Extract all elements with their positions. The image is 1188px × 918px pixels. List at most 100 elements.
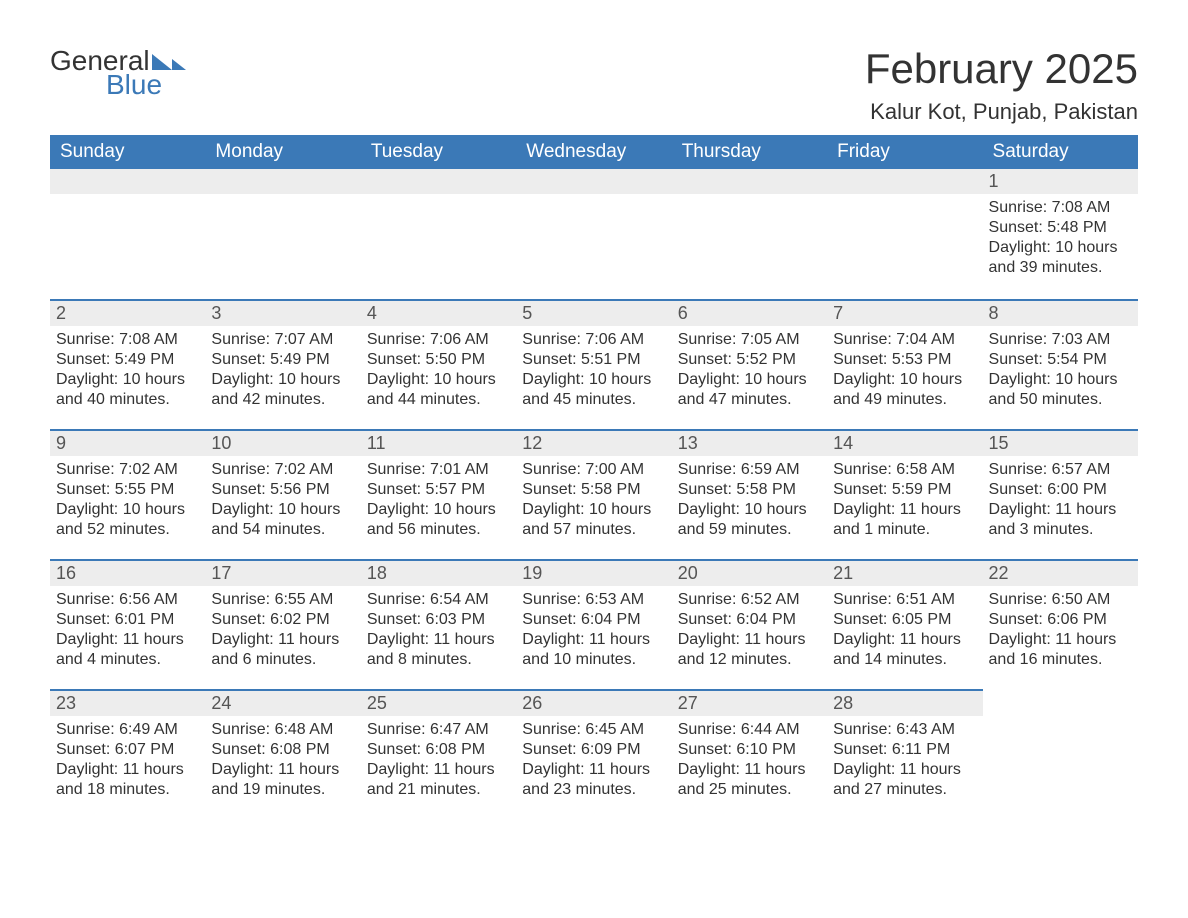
sunrise-text: Sunrise: 7:02 AM — [56, 460, 199, 480]
day-content: Sunrise: 6:48 AMSunset: 6:08 PMDaylight:… — [205, 716, 360, 810]
day-number: 22 — [983, 559, 1138, 586]
daylight-text: Daylight: 11 hours and 12 minutes. — [678, 630, 821, 670]
day-content: Sunrise: 6:59 AMSunset: 5:58 PMDaylight:… — [672, 456, 827, 550]
day-number: 9 — [50, 429, 205, 456]
sunset-text: Sunset: 5:56 PM — [211, 480, 354, 500]
calendar-cell: 12Sunrise: 7:00 AMSunset: 5:58 PMDayligh… — [516, 429, 671, 559]
sunset-text: Sunset: 5:51 PM — [522, 350, 665, 370]
day-content: Sunrise: 6:55 AMSunset: 6:02 PMDaylight:… — [205, 586, 360, 680]
day-number: 6 — [672, 299, 827, 326]
day-number-row-empty — [516, 169, 671, 194]
calendar-week-row: 2Sunrise: 7:08 AMSunset: 5:49 PMDaylight… — [50, 299, 1138, 429]
day-content: Sunrise: 6:47 AMSunset: 6:08 PMDaylight:… — [361, 716, 516, 810]
calendar-cell: 18Sunrise: 6:54 AMSunset: 6:03 PMDayligh… — [361, 559, 516, 689]
daylight-text: Daylight: 11 hours and 4 minutes. — [56, 630, 199, 670]
calendar-cell: 7Sunrise: 7:04 AMSunset: 5:53 PMDaylight… — [827, 299, 982, 429]
day-header: Friday — [827, 135, 982, 169]
calendar-cell: 20Sunrise: 6:52 AMSunset: 6:04 PMDayligh… — [672, 559, 827, 689]
sunrise-text: Sunrise: 7:06 AM — [367, 330, 510, 350]
calendar-cell: 27Sunrise: 6:44 AMSunset: 6:10 PMDayligh… — [672, 689, 827, 819]
sunset-text: Sunset: 6:00 PM — [989, 480, 1132, 500]
sunrise-text: Sunrise: 6:52 AM — [678, 590, 821, 610]
day-number: 16 — [50, 559, 205, 586]
calendar-cell: 23Sunrise: 6:49 AMSunset: 6:07 PMDayligh… — [50, 689, 205, 819]
day-content: Sunrise: 6:43 AMSunset: 6:11 PMDaylight:… — [827, 716, 982, 810]
calendar-cell: 11Sunrise: 7:01 AMSunset: 5:57 PMDayligh… — [361, 429, 516, 559]
calendar-cell — [672, 169, 827, 299]
day-number: 12 — [516, 429, 671, 456]
day-content: Sunrise: 6:45 AMSunset: 6:09 PMDaylight:… — [516, 716, 671, 810]
sunset-text: Sunset: 5:53 PM — [833, 350, 976, 370]
sunset-text: Sunset: 6:05 PM — [833, 610, 976, 630]
day-content: Sunrise: 6:51 AMSunset: 6:05 PMDaylight:… — [827, 586, 982, 680]
sunset-text: Sunset: 6:02 PM — [211, 610, 354, 630]
day-content: Sunrise: 7:08 AMSunset: 5:49 PMDaylight:… — [50, 326, 205, 420]
calendar-cell: 8Sunrise: 7:03 AMSunset: 5:54 PMDaylight… — [983, 299, 1138, 429]
daylight-text: Daylight: 11 hours and 21 minutes. — [367, 760, 510, 800]
sunset-text: Sunset: 6:01 PM — [56, 610, 199, 630]
day-number: 2 — [50, 299, 205, 326]
daylight-text: Daylight: 10 hours and 42 minutes. — [211, 370, 354, 410]
sunrise-text: Sunrise: 6:59 AM — [678, 460, 821, 480]
sunrise-text: Sunrise: 6:51 AM — [833, 590, 976, 610]
sunset-text: Sunset: 6:03 PM — [367, 610, 510, 630]
sunset-text: Sunset: 6:08 PM — [367, 740, 510, 760]
sunrise-text: Sunrise: 6:57 AM — [989, 460, 1132, 480]
daylight-text: Daylight: 11 hours and 3 minutes. — [989, 500, 1132, 540]
sunset-text: Sunset: 6:04 PM — [678, 610, 821, 630]
daylight-text: Daylight: 11 hours and 23 minutes. — [522, 760, 665, 800]
sunset-text: Sunset: 5:48 PM — [989, 218, 1132, 238]
calendar-cell — [516, 169, 671, 299]
calendar-cell — [361, 169, 516, 299]
calendar-cell: 16 Sunrise: 6:56 AMSunset: 6:01 PMDayligh… — [50, 559, 205, 689]
daylight-text: Daylight: 10 hours and 56 minutes. — [367, 500, 510, 540]
sunrise-text: Sunrise: 6:49 AM — [56, 720, 199, 740]
calendar-cell: 21Sunrise: 6:51 AMSunset: 6:05 PMDayligh… — [827, 559, 982, 689]
calendar-week-row: 16Sunrise: 6:56 AMSunset: 6:01 PMDayligh… — [50, 559, 1138, 689]
day-header: Thursday — [672, 135, 827, 169]
daylight-text: Daylight: 10 hours and 50 minutes. — [989, 370, 1132, 410]
calendar-cell: 2Sunrise: 7:08 AMSunset: 5:49 PMDaylight… — [50, 299, 205, 429]
day-number-row-empty — [205, 169, 360, 194]
day-number: 11 — [361, 429, 516, 456]
day-content: Sunrise: 7:02 AMSunset: 5:56 PMDaylight:… — [205, 456, 360, 550]
day-header: Sunday — [50, 135, 205, 169]
sunrise-text: Sunrise: 6:50 AM — [989, 590, 1132, 610]
day-content: Sunrise: 7:00 AMSunset: 5:58 PMDaylight:… — [516, 456, 671, 550]
sunrise-text: Sunrise: 7:01 AM — [367, 460, 510, 480]
calendar-cell — [50, 169, 205, 299]
day-number-row-empty — [50, 169, 205, 194]
calendar-body: 1Sunrise: 7:08 AMSunset: 5:48 PMDaylight… — [50, 169, 1138, 819]
brand-blue: Blue — [106, 69, 162, 101]
day-content: Sunrise: 6:52 AMSunset: 6:04 PMDaylight:… — [672, 586, 827, 680]
sunrise-text: Sunrise: 7:04 AM — [833, 330, 976, 350]
sunset-text: Sunset: 6:06 PM — [989, 610, 1132, 630]
daylight-text: Daylight: 11 hours and 6 minutes. — [211, 630, 354, 670]
daylight-text: Daylight: 10 hours and 44 minutes. — [367, 370, 510, 410]
day-number: 10 — [205, 429, 360, 456]
sunset-text: Sunset: 5:54 PM — [989, 350, 1132, 370]
day-header-row: SundayMondayTuesdayWednesdayThursdayFrid… — [50, 135, 1138, 169]
sunrise-text: Sunrise: 7:03 AM — [989, 330, 1132, 350]
day-number: 19 — [516, 559, 671, 586]
day-content: Sunrise: 6:49 AMSunset: 6:07 PMDaylight:… — [50, 716, 205, 810]
day-number: 15 — [983, 429, 1138, 456]
calendar-week-row: 9Sunrise: 7:02 AMSunset: 5:55 PMDaylight… — [50, 429, 1138, 559]
sunrise-text: Sunrise: 6:44 AM — [678, 720, 821, 740]
calendar-cell: 14Sunrise: 6:58 AMSunset: 5:59 PMDayligh… — [827, 429, 982, 559]
calendar-cell — [827, 169, 982, 299]
sunset-text: Sunset: 5:58 PM — [678, 480, 821, 500]
day-number: 5 — [516, 299, 671, 326]
calendar-cell: 1Sunrise: 7:08 AMSunset: 5:48 PMDaylight… — [983, 169, 1138, 299]
day-content: Sunrise: 7:08 AMSunset: 5:48 PMDaylight:… — [983, 194, 1138, 288]
sunset-text: Sunset: 6:04 PM — [522, 610, 665, 630]
sunrise-text: Sunrise: 6:55 AM — [211, 590, 354, 610]
calendar-cell — [983, 689, 1138, 819]
day-header: Tuesday — [361, 135, 516, 169]
calendar-cell: 10Sunrise: 7:02 AMSunset: 5:56 PMDayligh… — [205, 429, 360, 559]
day-number: 25 — [361, 689, 516, 716]
sunset-text: Sunset: 5:58 PM — [522, 480, 665, 500]
sunrise-text: Sunrise: 6:56 AM — [56, 590, 199, 610]
sunrise-text: Sunrise: 7:05 AM — [678, 330, 821, 350]
calendar-cell — [205, 169, 360, 299]
